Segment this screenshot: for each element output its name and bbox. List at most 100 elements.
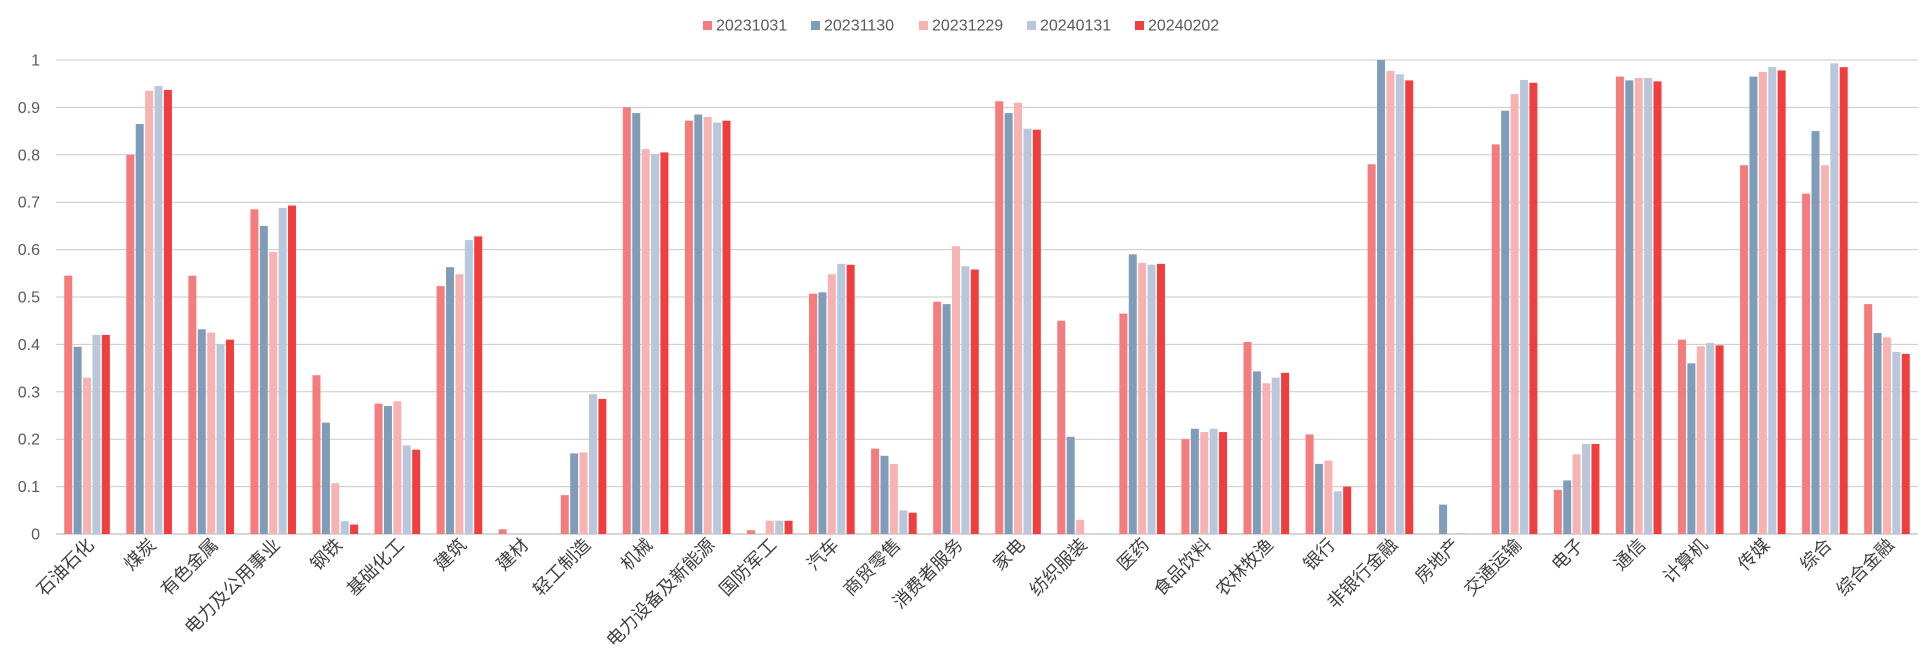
bar-series-2-category-24 [1501,110,1510,534]
bar-series-1-category-15 [933,301,942,534]
bar-series-1-category-20 [1243,342,1252,534]
bar-series-2-category-13 [818,292,827,534]
x-tick-label: 钢铁 [307,535,347,575]
bar-series-3-category-16 [1014,102,1023,534]
bar-series-4-category-10 [651,153,660,534]
x-tick-label: 家电 [989,535,1029,575]
y-tick-label: 0.9 [18,100,40,117]
bar-series-4-category-2 [154,86,163,534]
bar-series-2-category-7 [446,267,455,534]
bar-series-4-category-9 [588,394,597,534]
bar-series-4-category-1 [92,334,101,534]
x-tick-label: 食品饮料 [1150,535,1215,600]
bar-series-3-category-9 [579,452,588,534]
legend-item: 20240202 [1135,18,1219,35]
x-tick-label: 房地产 [1411,535,1463,587]
legend-label: 20231130 [824,18,894,35]
legend-label: 20240131 [1040,18,1111,35]
bar-series-1-category-26 [1615,76,1624,534]
bar-series-5-category-26 [1653,81,1662,534]
bar-series-4-category-23 [1457,533,1466,534]
bar-series-1-category-24 [1491,144,1500,534]
bar-series-5-category-24 [1529,82,1538,534]
bar-series-2-category-23 [1439,504,1448,534]
legend-label: 20231229 [932,18,1003,35]
bar-series-1-category-21 [1305,434,1314,534]
bar-series-5-category-21 [1343,486,1352,534]
bar-series-2-category-4 [259,225,268,534]
bar-series-4-category-15 [961,266,970,534]
legend-label: 20240202 [1148,18,1219,35]
legend-item: 20231229 [919,18,1003,35]
x-tick-label: 交通运输 [1460,535,1525,600]
bar-series-4-category-5 [340,521,349,534]
bar-series-5-category-22 [1405,80,1414,534]
bar-series-2-category-21 [1314,463,1323,534]
x-tick-label: 计算机 [1659,535,1711,587]
x-tick-label: 建筑 [431,535,471,575]
bar-series-4-category-22 [1395,74,1404,534]
bar-series-1-category-6 [374,403,383,534]
bar-series-2-category-2 [135,123,144,535]
x-tick-label: 石油石化 [33,535,98,600]
bar-series-2-category-1 [73,346,82,534]
bar-series-5-category-7 [474,236,483,534]
bar-series-2-category-14 [880,455,889,534]
x-tick-label: 银行 [1300,535,1340,575]
bar-series-3-category-14 [889,463,898,534]
bar-series-5-category-5 [350,524,359,534]
bars [64,60,1910,535]
bar-series-5-category-14 [908,512,917,534]
bar-series-3-category-26 [1634,78,1643,534]
bar-series-3-category-17 [1076,519,1085,534]
bar-series-5-category-25 [1591,443,1600,534]
bar-series-2-category-10 [632,113,641,534]
x-tick-label: 汽车 [803,535,843,575]
bar-series-3-category-1 [83,377,92,534]
bar-series-2-category-6 [383,406,392,534]
x-tick-label: 综合金融 [1833,535,1898,600]
bar-series-4-category-27 [1706,342,1715,534]
y-tick-label: 0.1 [18,479,40,496]
x-tick-label: 基础化工 [343,535,408,600]
bar-series-2-category-28 [1749,76,1758,534]
x-tick-label: 电子 [1548,535,1588,575]
bar-series-5-category-11 [722,120,731,535]
x-tick-label: 综合 [1796,535,1836,575]
bar-series-1-category-10 [622,107,631,535]
bar-series-5-category-15 [970,269,979,534]
bar-series-2-category-18 [1128,254,1137,534]
bar-series-1-category-8 [498,529,507,534]
bar-series-5-category-2 [163,89,172,535]
y-tick-label: 0.4 [18,337,40,354]
y-tick-label: 0.7 [18,195,40,212]
bar-series-5-category-30 [1901,353,1910,534]
legend-item: 20231031 [703,18,787,35]
bar-series-2-category-26 [1625,80,1634,534]
y-tick-label: 0.6 [18,242,40,259]
bar-series-4-category-4 [278,207,287,534]
x-tick-label: 传媒 [1734,535,1774,575]
bar-series-1-category-12 [746,530,755,534]
bar-series-3-category-24 [1510,94,1519,534]
bar-series-3-category-3 [207,332,216,534]
y-axis-tick-labels: 0 0.1 0.2 0.3 0.4 0.5 0.6 0.7 0.8 0.9 1 [18,53,40,544]
x-tick-label: 机械 [617,535,657,575]
bar-series-2-category-22 [1377,60,1386,534]
bar-series-5-category-18 [1156,263,1165,534]
legend-label: 20231031 [716,18,787,35]
bar-series-5-category-13 [846,264,855,534]
bar-series-3-category-29 [1820,165,1829,535]
bar-series-1-category-25 [1553,489,1562,534]
x-tick-label: 商贸零售 [840,535,905,600]
bar-series-4-category-3 [216,344,225,534]
bar-series-4-category-29 [1830,63,1839,534]
bar-series-2-category-9 [570,453,579,534]
bar-series-4-category-30 [1892,351,1901,534]
y-tick-label: 0.5 [18,290,40,307]
legend-swatch [703,21,712,30]
legend: 20231031 20231130 20231229 20240131 20240202 [703,18,1219,35]
bar-series-3-category-22 [1386,70,1395,535]
